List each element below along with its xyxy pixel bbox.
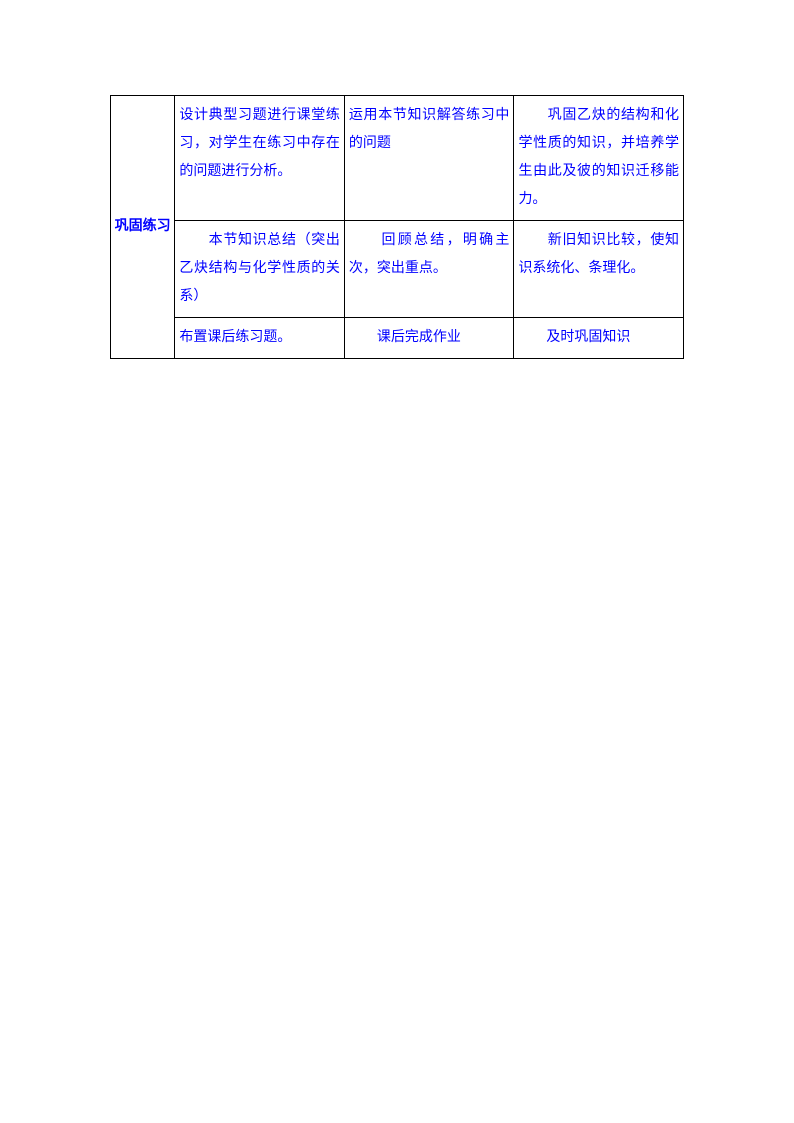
cell-text: 巩固乙炔的结构和化学性质的知识，并培养学生由此及彼的知识迁移能力。: [518, 108, 679, 207]
student-activity-cell: 回顾总结，明确主次，突出重点。: [344, 221, 514, 318]
cell-text: 布置课后练习题。: [179, 330, 291, 345]
teacher-activity-cell: 设计典型习题进行课堂练习，对学生在练习中存在的问题进行分析。: [175, 96, 345, 221]
table-row: 本节知识总结（突出乙炔结构与化学性质的关系） 回顾总结，明确主次，突出重点。 新…: [111, 221, 684, 318]
table-row: 巩固练习 设计典型习题进行课堂练习，对学生在练习中存在的问题进行分析。 运用本节…: [111, 96, 684, 221]
student-activity-cell: 课后完成作业: [344, 318, 514, 359]
header-text: 巩固练习: [115, 219, 171, 234]
design-intent-cell: 巩固乙炔的结构和化学性质的知识，并培养学生由此及彼的知识迁移能力。: [514, 96, 684, 221]
section-header: 巩固练习: [111, 96, 175, 359]
design-intent-cell: 新旧知识比较，使知识系统化、条理化。: [514, 221, 684, 318]
design-intent-cell: 及时巩固知识: [514, 318, 684, 359]
cell-text: 本节知识总结（突出乙炔结构与化学性质的关系）: [179, 233, 340, 304]
table-row: 布置课后练习题。 课后完成作业 及时巩固知识: [111, 318, 684, 359]
cell-text: 设计典型习题进行课堂练习，对学生在练习中存在的问题进行分析。: [179, 108, 340, 179]
cell-text: 运用本节知识解答练习中的问题: [349, 108, 510, 151]
teacher-activity-cell: 布置课后练习题。: [175, 318, 345, 359]
lesson-plan-table: 巩固练习 设计典型习题进行课堂练习，对学生在练习中存在的问题进行分析。 运用本节…: [110, 95, 684, 359]
cell-text: 及时巩固知识: [518, 330, 630, 345]
student-activity-cell: 运用本节知识解答练习中的问题: [344, 96, 514, 221]
cell-text: 回顾总结，明确主次，突出重点。: [349, 233, 510, 276]
teacher-activity-cell: 本节知识总结（突出乙炔结构与化学性质的关系）: [175, 221, 345, 318]
cell-text: 新旧知识比较，使知识系统化、条理化。: [518, 233, 679, 276]
cell-text: 课后完成作业: [349, 330, 461, 345]
